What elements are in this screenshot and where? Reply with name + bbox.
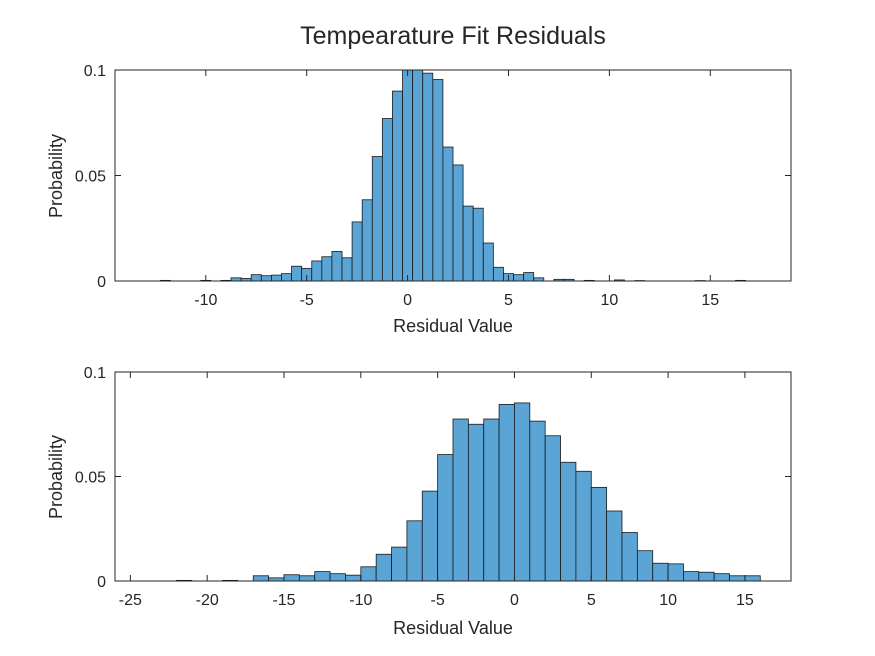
histogram-bar-bottom — [590, 486, 608, 582]
bars-top — [159, 69, 747, 282]
x-axis-label-top: Residual Value — [393, 316, 513, 336]
histogram-bar-top — [513, 274, 525, 282]
histogram-bar-top — [311, 260, 323, 282]
histogram-bar-top — [341, 257, 353, 282]
x-tick-label: -5 — [431, 592, 445, 609]
histogram-bar-bottom — [729, 575, 746, 582]
histogram-bar-top — [351, 221, 363, 282]
histogram-bar-bottom — [360, 566, 377, 582]
x-tick-label: -20 — [196, 592, 219, 609]
histogram-bar-bottom — [437, 454, 454, 582]
histogram-bar-bottom — [713, 573, 730, 582]
y-tick-label: 0.1 — [84, 63, 106, 80]
histogram-bar-bottom — [329, 573, 346, 582]
y-tick-label: 0 — [97, 274, 106, 291]
x-tick-label: -5 — [300, 292, 314, 309]
y-axis-label-top: Probability — [46, 134, 66, 218]
histogram-bar-top — [270, 274, 282, 282]
histogram-bar-top — [361, 199, 373, 282]
x-tick-label: 10 — [600, 292, 618, 309]
histogram-bar-bottom — [467, 423, 485, 582]
bars-bottom — [176, 402, 761, 582]
histogram-bar-bottom — [283, 574, 300, 582]
x-tick-label: 15 — [736, 592, 754, 609]
y-axis-label-bottom: Probability — [46, 435, 66, 519]
histogram-bar-bottom — [375, 553, 392, 582]
histogram-bar-bottom — [514, 402, 531, 582]
histogram-bar-bottom — [452, 418, 469, 582]
histogram-bar-bottom — [744, 575, 761, 582]
histogram-bar-top — [492, 266, 504, 282]
histogram-bar-top — [291, 265, 303, 282]
x-tick-label: -10 — [194, 292, 217, 309]
histogram-bottom: -25 -20 -15 -10 -5 0 5 10 15 0 0.05 0.1 Residual Va… — [46, 365, 792, 638]
histogram-bar-top — [260, 275, 272, 282]
x-tick-label: 15 — [701, 292, 719, 309]
histogram-bar-bottom — [667, 563, 684, 582]
x-axis-label-bottom: Residual Value — [393, 618, 513, 638]
histogram-bar-top — [392, 90, 403, 282]
histogram-bar-bottom — [483, 418, 500, 582]
histogram-top: -10 -5 0 5 10 15 0 0.05 0.1 Residual Value Proba… — [46, 63, 792, 336]
histogram-bar-bottom — [498, 403, 515, 582]
histogram-bar-bottom — [314, 571, 331, 582]
histogram-bar-bottom — [406, 520, 423, 582]
histogram-bar-top — [381, 118, 393, 282]
histogram-bar-top — [523, 272, 535, 282]
histogram-bar-top — [462, 205, 474, 282]
histogram-bar-top — [432, 79, 444, 282]
histogram-bar-bottom — [421, 490, 439, 582]
histogram-bar-top — [412, 69, 424, 282]
histogram-bar-bottom — [252, 575, 270, 582]
histogram-bar-top — [472, 207, 484, 282]
y-tick-label: 0.05 — [75, 169, 106, 186]
histogram-bar-bottom — [652, 562, 669, 582]
histogram-bar-bottom — [606, 510, 623, 582]
histogram-bar-bottom — [621, 532, 638, 582]
histogram-bar-top — [281, 273, 292, 282]
histogram-bar-top — [452, 164, 464, 282]
histogram-bar-bottom — [575, 470, 592, 582]
x-tick-label: 5 — [587, 592, 596, 609]
ticks-bottom: -25 -20 -15 -10 -5 0 5 10 15 0 0.05 0.1 — [75, 365, 791, 609]
histogram-bar-bottom — [391, 546, 408, 582]
histogram-bar-top — [482, 242, 494, 282]
y-tick-label: 0.1 — [84, 365, 106, 382]
histogram-bar-bottom — [345, 574, 362, 582]
x-tick-label: -15 — [272, 592, 295, 609]
x-tick-label: -25 — [119, 592, 142, 609]
y-tick-label: 0 — [97, 574, 106, 591]
x-tick-label: 0 — [403, 292, 412, 309]
histogram-bar-bottom — [544, 435, 561, 582]
histogram-bar-top — [371, 156, 383, 282]
histogram-bar-bottom — [683, 571, 700, 582]
x-tick-label: 5 — [504, 292, 513, 309]
figure-title: Tempearature Fit Residuals — [300, 22, 606, 50]
histogram-bar-bottom — [636, 550, 654, 582]
histogram-bar-bottom — [560, 461, 577, 582]
histogram-bar-top — [422, 72, 434, 282]
histogram-bar-bottom — [698, 571, 715, 582]
ticks-top: -10 -5 0 5 10 15 0 0.05 0.1 — [75, 63, 791, 309]
histogram-bar-top — [331, 251, 343, 282]
x-tick-label: -10 — [349, 592, 372, 609]
histogram-bar-bottom — [529, 420, 546, 582]
y-tick-label: 0.05 — [75, 470, 106, 487]
x-tick-label: 10 — [659, 592, 677, 609]
histogram-bar-top — [402, 69, 414, 282]
histogram-bar-top — [250, 274, 262, 282]
x-tick-label: 0 — [510, 592, 519, 609]
histogram-bar-top — [321, 256, 333, 282]
histogram-bar-bottom — [298, 575, 316, 582]
histogram-bar-top — [442, 146, 454, 282]
